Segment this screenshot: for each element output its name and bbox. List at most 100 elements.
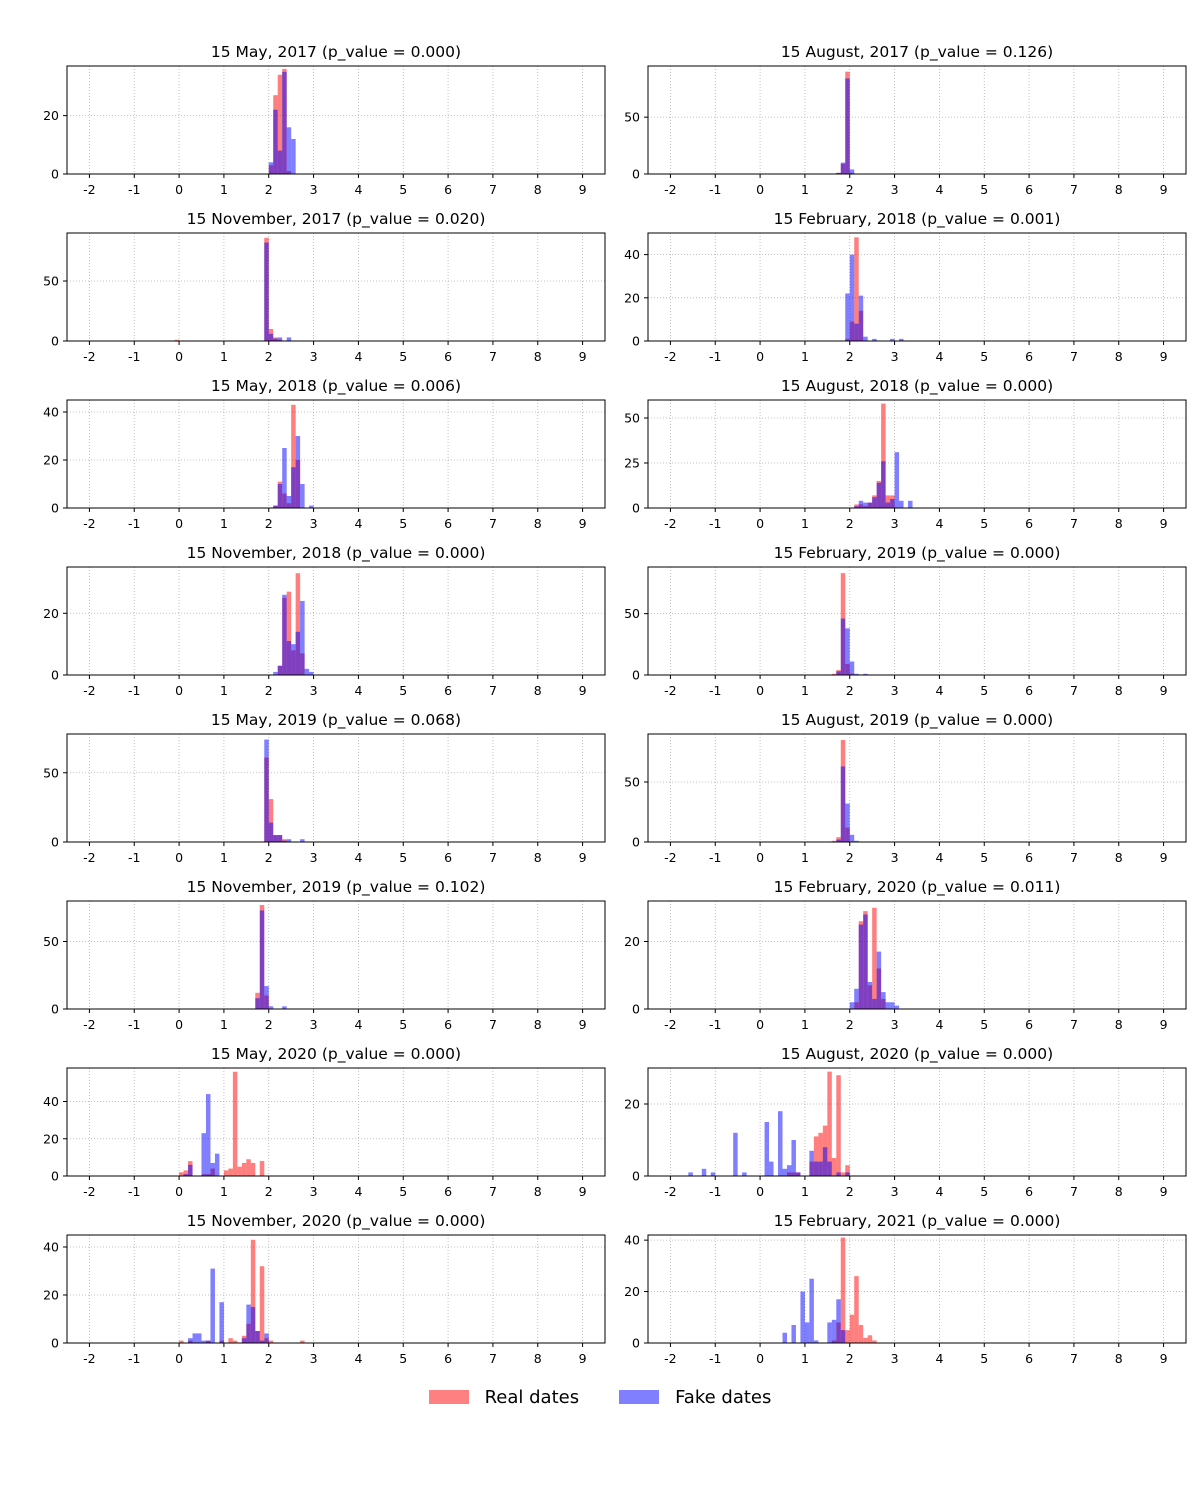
x-tick-label: 2 [265,1017,273,1032]
real-bar [286,591,292,675]
fake-bar [264,1333,269,1343]
x-tick-label: 1 [220,1351,228,1366]
x-tick-label: 0 [756,349,764,364]
axes-frame [647,399,1187,509]
y-tick-label: 0 [632,1002,640,1017]
y-tick-label: 20 [624,934,640,949]
fake-bar [255,1331,260,1343]
x-tick-label: 2 [846,683,854,698]
x-tick-label: 9 [1160,1017,1168,1032]
x-tick-label: 1 [220,1017,228,1032]
x-tick-label: 0 [175,516,183,531]
fake-bar [894,1005,900,1009]
fake-bar [286,127,292,174]
legend-entry-real: Real dates [428,1387,579,1408]
x-tick-label: 6 [444,349,452,364]
x-tick-label: 9 [579,1017,587,1032]
subplot-title: 15 May, 2018 (p_value = 0.006) [211,377,461,396]
x-tick-label: 4 [935,516,943,531]
fake-bar [764,1122,770,1176]
x-tick-label: 8 [1115,182,1123,197]
real-bar [831,1158,837,1176]
fake-bar [899,500,904,508]
subplot-title: 15 November, 2020 (p_value = 0.000) [187,1212,486,1231]
fake-bar [268,822,274,842]
fake-bar [282,448,287,508]
x-tick-label: 7 [489,182,497,197]
y-tick-label: 50 [624,411,640,426]
subplot-14: 15 August, 2020 (p_value = 0.000) -2 -1 0 1 2… [624,1045,1187,1199]
fake-bar [849,661,855,675]
fake-bar [867,982,873,1009]
y-tick-label: 40 [624,247,640,262]
fake-bar [210,1162,215,1176]
x-tick-label: 4 [935,1017,943,1032]
x-tick-label: 2 [846,1351,854,1366]
x-tick-label: 9 [1160,1184,1168,1199]
x-tick-label: -1 [128,1351,140,1366]
fake-bar [876,482,882,508]
x-tick-label: 2 [265,516,273,531]
x-tick-label: 6 [444,850,452,865]
real-bar [300,1340,305,1343]
fake-bar [291,644,296,675]
axes-frame [66,65,606,175]
x-tick-label: -2 [83,1017,95,1032]
x-tick-label: -2 [664,683,676,698]
fake-bar [872,998,877,1009]
x-tick-label: 5 [399,850,407,865]
x-tick-label: 7 [1070,516,1078,531]
x-tick-label: 8 [1115,349,1123,364]
subplot-title: 15 August, 2019 (p_value = 0.000) [781,711,1053,730]
x-tick-label: 7 [1070,1017,1078,1032]
y-tick-label: 50 [624,775,640,790]
x-tick-label: 7 [1070,182,1078,197]
fake-bar [872,338,877,341]
x-tick-label: -1 [128,683,140,698]
fake-bar [264,739,269,842]
subplot-title: 15 February, 2020 (p_value = 0.011) [774,878,1061,897]
subplot-7: 15 November, 2018 (p_value = 0.000) -2 -1 0… [43,544,606,698]
fake-bar [885,1002,891,1009]
x-tick-label: 7 [1070,683,1078,698]
x-tick-label: 0 [756,850,764,865]
fake-bar [214,1153,220,1176]
x-tick-label: 8 [1115,850,1123,865]
y-tick-label: 0 [632,334,640,349]
y-tick-label: 0 [51,167,59,182]
subplot-title: 15 May, 2019 (p_value = 0.068) [211,711,461,730]
fake-bar [309,505,314,508]
fake-bar [264,242,269,341]
x-tick-label: 2 [846,182,854,197]
real-bar [858,1325,864,1343]
real-bar [232,1340,238,1343]
x-tick-label: 0 [175,1351,183,1366]
real-bar [228,1338,233,1343]
real-bar [259,1161,265,1176]
real-bar [872,907,877,1009]
fake-bar [849,1002,855,1009]
subplot-9: 15 May, 2019 (p_value = 0.068) -2 -1 0 1 2 3 4 5… [43,711,606,865]
x-tick-label: 0 [175,1017,183,1032]
fake-bar [809,1278,814,1343]
real-bar [183,1170,189,1176]
fake-bar [840,1330,846,1343]
subplot-title: 15 February, 2018 (p_value = 0.001) [774,210,1061,229]
x-tick-label: 4 [935,349,943,364]
x-tick-label: -2 [664,1351,676,1366]
real-bar [268,1340,274,1343]
x-tick-label: 2 [846,1184,854,1199]
x-tick-label: 3 [891,683,899,698]
subplot-title: 15 August, 2018 (p_value = 0.000) [781,377,1053,396]
x-tick-label: 9 [579,683,587,698]
x-tick-label: 4 [354,1351,362,1366]
x-tick-label: 9 [1160,182,1168,197]
fake-bar [849,169,855,174]
y-tick-label: 0 [632,835,640,850]
y-tick-label: 0 [51,1169,59,1184]
y-tick-label: 0 [632,668,640,683]
subplot-11: 15 November, 2019 (p_value = 0.102) -2 -1 0… [43,878,606,1032]
fake-bar [836,172,841,174]
x-tick-label: 1 [801,182,809,197]
x-tick-label: 2 [265,683,273,698]
